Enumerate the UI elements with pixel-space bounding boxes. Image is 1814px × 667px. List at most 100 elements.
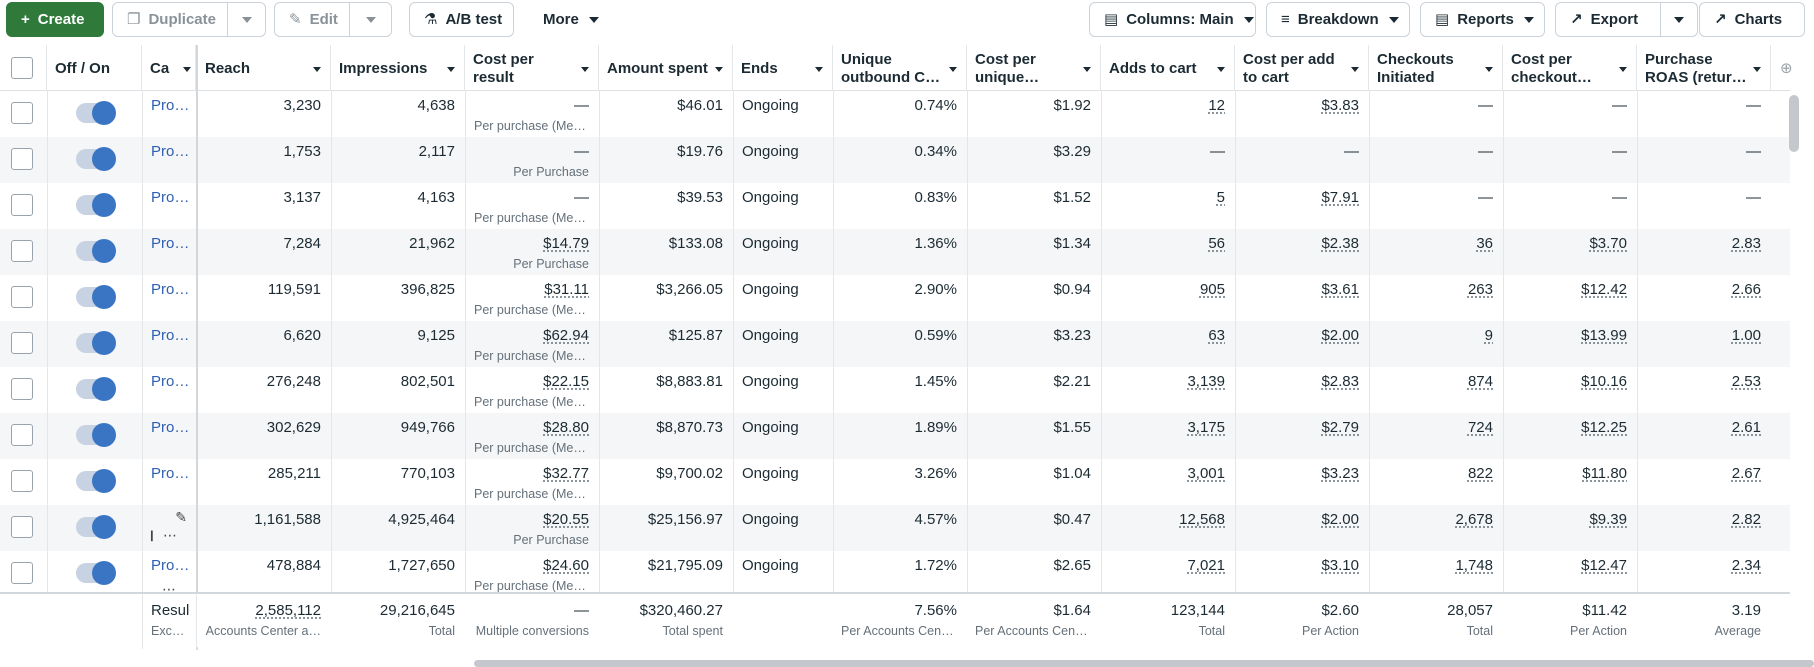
row-checkbox[interactable] — [11, 332, 33, 354]
sort-icon — [581, 67, 589, 72]
ab-test-button[interactable]: ⚗ A/B test — [409, 2, 514, 37]
table-row[interactable]: Pro… 276,248 802,501 $22.15 Per purchase (Me… — [0, 367, 1790, 413]
export-dropdown[interactable] — [1660, 2, 1698, 37]
edit-button[interactable]: ✎ Edit — [274, 2, 350, 37]
on-off-toggle[interactable] — [76, 515, 116, 539]
campaign-name-link[interactable]: Pro… — [151, 465, 190, 482]
cell-cpc: — — [1503, 137, 1637, 183]
on-off-toggle[interactable] — [76, 423, 116, 447]
cell-roas: 2.53 — [1637, 367, 1771, 413]
duplicate-button[interactable]: ❐ Duplicate — [112, 2, 228, 37]
on-off-toggle[interactable] — [76, 193, 116, 217]
select-all-checkbox[interactable] — [11, 57, 33, 79]
row-checkbox[interactable] — [11, 240, 33, 262]
table-row[interactable]: Pro… 3,230 4,638— Per purchase (Met… $46.01 O… — [0, 91, 1790, 137]
table-row[interactable]: Pro… 285,211 770,103 $32.77 Per purchase (Me… — [0, 459, 1790, 505]
on-off-toggle[interactable] — [76, 331, 116, 355]
export-button[interactable]: ↗ Export — [1555, 2, 1661, 37]
col-ends[interactable]: Ends — [733, 45, 833, 91]
col-checkouts-initiated[interactable]: Checkouts Initiated — [1369, 45, 1503, 91]
row-checkbox[interactable] — [11, 470, 33, 492]
on-off-toggle[interactable] — [76, 561, 116, 585]
on-off-toggle[interactable] — [76, 377, 116, 401]
campaign-name-link[interactable]: Pro… — [151, 143, 190, 160]
campaign-name-link[interactable]: Pro… — [151, 281, 190, 298]
more-icon[interactable]: ⋯ — [163, 527, 178, 543]
summary-adds-to-cart: 123,144 Total — [1170, 602, 1225, 638]
row-checkbox[interactable] — [11, 516, 33, 538]
campaign-name-link[interactable]: Pro… — [151, 189, 190, 206]
table-row[interactable]: Pro… 6,620 9,125 $62.94 Per purchase (Met… $1… — [0, 321, 1790, 367]
on-off-toggle[interactable] — [76, 101, 116, 125]
col-off-on[interactable]: Off / On — [47, 45, 142, 91]
cell-cpc: — — [1503, 183, 1637, 229]
campaign-name-link[interactable]: Pro… — [151, 557, 190, 574]
col-campaign[interactable]: Ca — [142, 45, 196, 91]
col-purchase-roas[interactable]: Purchase ROAS (retur… — [1637, 45, 1771, 91]
col-cost-per-add-to-cart[interactable]: Cost per add to cart — [1235, 45, 1369, 91]
campaign-name-link[interactable]: Pro… — [151, 327, 190, 344]
campaign-name-link[interactable]: Pro… — [151, 235, 190, 252]
row-checkbox[interactable] — [11, 148, 33, 170]
on-off-toggle[interactable] — [76, 239, 116, 263]
cell-reach: 7,284 — [197, 229, 331, 275]
add-column-icon[interactable]: ⊕ — [1780, 60, 1793, 77]
row-checkbox[interactable] — [11, 102, 33, 124]
cell-ends: Ongoing — [733, 367, 833, 413]
col-cost-per-unique[interactable]: Cost per unique… — [967, 45, 1101, 91]
row-checkbox[interactable] — [11, 286, 33, 308]
campaign-name-link[interactable]: Pro… — [151, 97, 190, 114]
on-off-toggle[interactable] — [76, 285, 116, 309]
on-off-toggle[interactable] — [76, 147, 116, 171]
toggle-knob — [92, 515, 116, 539]
charts-button[interactable]: ↗ Charts — [1699, 2, 1805, 37]
row-checkbox[interactable] — [11, 562, 33, 584]
more-button[interactable]: More — [528, 2, 612, 37]
col-cost-per-result[interactable]: Cost per result — [465, 45, 599, 91]
edit-dropdown[interactable] — [349, 2, 392, 37]
on-off-toggle[interactable] — [76, 469, 116, 493]
cell-uoc: 4.57% — [833, 505, 967, 551]
horizontal-scrollbar[interactable] — [474, 660, 1814, 667]
toggle-cell — [47, 183, 142, 229]
col-impressions[interactable]: Impressions — [331, 45, 465, 91]
cell-roas: 2.83 — [1637, 229, 1771, 275]
table-row[interactable]: Pro… 3,137 4,163— Per purchase (Met… $39.53 O… — [0, 183, 1790, 229]
campaign-name-cell: ✎ ▎ ⋯ — [142, 505, 197, 551]
row-checkbox[interactable] — [11, 194, 33, 216]
col-unique-outbound[interactable]: Unique outbound C… — [833, 45, 967, 91]
toggle-knob — [92, 239, 116, 263]
campaign-name-link[interactable]: Pro… — [151, 419, 190, 436]
col-cost-per-checkout[interactable]: Cost per checkout… — [1503, 45, 1637, 91]
cell-atc: 12 — [1101, 91, 1235, 137]
breakdown-button[interactable]: ≡ Breakdown — [1266, 2, 1410, 37]
table-row[interactable]: Pro… 7,284 21,962 $14.79 Per Purchase $133.08… — [0, 229, 1790, 275]
table-row[interactable]: ✎ ▎ ⋯ 1,161,588 4,925,464 $20.55 Per Purchase $… — [0, 505, 1790, 551]
sort-icon — [1351, 67, 1359, 72]
row-select-cell — [0, 505, 47, 551]
duplicate-dropdown[interactable] — [227, 2, 266, 37]
pencil-icon[interactable]: ✎ — [175, 509, 187, 525]
cell-impressions: 802,501 — [331, 367, 465, 413]
table-row[interactable]: Pro… 119,591 396,825 $31.11 Per purchase (Me… — [0, 275, 1790, 321]
campaign-name-cell: Pro… — [142, 229, 197, 275]
reports-button[interactable]: ▤ Reports — [1420, 2, 1545, 37]
table-row[interactable]: Pro… 302,629 949,766 $28.80 Per purchase (Me… — [0, 413, 1790, 459]
cell-roas: — — [1637, 91, 1771, 137]
row-checkbox[interactable] — [11, 378, 33, 400]
vertical-scrollbar[interactable] — [1789, 95, 1799, 152]
table-row[interactable]: Pro… ⋯ 478,884 1,727,650 $24.60 Per purchase … — [0, 551, 1790, 597]
chart-icon[interactable]: ▎ — [151, 531, 158, 541]
create-button[interactable]: + Create — [6, 2, 104, 37]
columns-button[interactable]: ▤ Columns: Main — [1089, 2, 1256, 37]
cell-ends: Ongoing — [733, 183, 833, 229]
cell-impressions: 9,125 — [331, 321, 465, 367]
toggle-cell — [47, 505, 142, 551]
row-checkbox[interactable] — [11, 424, 33, 446]
sort-icon — [183, 67, 191, 72]
campaign-name-link[interactable]: Pro… — [151, 373, 190, 390]
col-reach[interactable]: Reach — [197, 45, 331, 91]
col-amount-spent[interactable]: Amount spent — [599, 45, 733, 91]
table-row[interactable]: Pro… 1,753 2,117— Per Purchase $19.76 Ongoing… — [0, 137, 1790, 183]
col-adds-to-cart[interactable]: Adds to cart — [1101, 45, 1235, 91]
